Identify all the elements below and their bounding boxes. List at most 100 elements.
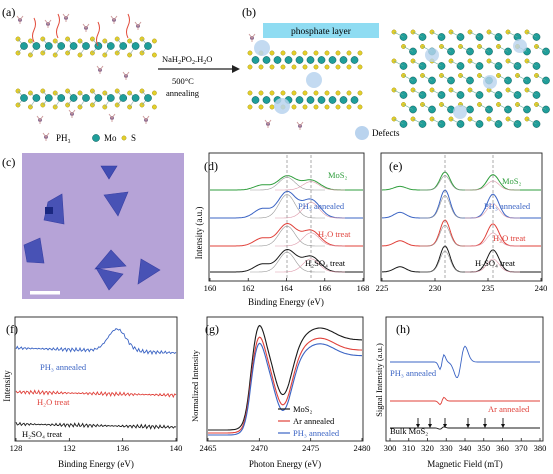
s-atom [357,50,363,56]
epr-trace [390,345,540,379]
xps-p2p-plot [15,328,177,430]
panel-a: (a) NaH2PO2.H2O 500°C annealing PH₃ Mo S [2,5,240,143]
ylabel-h: Signal Intensity (a.u.) [374,343,384,417]
s-atom [247,64,253,70]
ph3-molecule [82,23,90,33]
mos2-lattice-schematic [15,13,157,125]
mo-atom [57,42,66,50]
xticks-h: 300 310 320 330 340 350 360 370 380 [384,438,546,453]
defect-site [274,98,290,114]
s-atom [346,90,352,96]
defects-label: Defects [372,128,400,138]
xlabel-h: Magnetic Field (mT) [427,459,502,469]
panel-h: (h) Signal Intensity (a.u.) 300 310 320 330… [374,316,546,469]
ylabel-g: Normalized Intensity [190,349,200,422]
s-atom [302,104,308,110]
mo-atom [119,42,128,50]
tick-label: 310 [402,443,415,453]
mo-atom [131,42,140,50]
legend-mo: Mo [104,133,117,143]
flake [95,267,124,291]
hyperfine-arrowhead [443,424,447,428]
trace-label-bulk-h: Bulk MoS₂ [390,426,428,436]
ph3-molecule [296,121,304,131]
mo-atom [317,96,326,104]
mo-atom [306,56,315,64]
fit-component [250,194,325,219]
s-atom [247,104,253,110]
ph3-molecule [16,15,24,25]
hyperfine-arrowhead [428,424,432,428]
s-atom [247,50,253,56]
flake [23,237,45,264]
legend-ph3: PH₃ [56,133,71,143]
mo-atom [106,94,115,102]
s-atom [357,90,363,96]
tick-label: 340 [459,443,472,453]
s-atom [269,50,275,56]
mo-atom [131,94,140,102]
s-atom [269,64,275,70]
tick-label: 162 [242,283,255,293]
xlabel-d: Binding Energy (eV) [248,297,324,307]
legend-ph3-g: PH₃ annealed [293,428,340,438]
s-atom [258,64,264,70]
tick-label: 350 [477,443,490,453]
scale-bar [30,291,60,295]
s-atom [27,52,33,58]
ph3-molecule [62,13,70,23]
tick-label: 230 [429,283,442,293]
s-atom [346,104,352,110]
arrow-temperature: 500°C [172,76,194,86]
xps-mo3d-plot [381,155,541,280]
tick-label: 320 [421,443,434,453]
mo-atom [295,56,304,64]
s-legend-icon [121,135,127,141]
xps-trace [15,328,177,356]
mo-atom [144,42,152,50]
trace-label-ph3-f: PH₃ annealed [40,362,87,372]
s-atom [27,104,33,110]
xps-trace [382,245,541,273]
mo-atom [94,42,103,50]
panel-letter-h: (h) [396,322,410,336]
mo-atom [262,56,271,64]
s-atom [335,104,341,110]
panel-letter-a: (a) [2,5,15,19]
xps-trace [15,389,177,399]
hyperfine-arrowhead [501,424,505,428]
mo-atom [20,42,28,50]
annealing-arrow: NaH2PO2.H2O 500°C annealing [158,54,240,98]
hyperfine-arrowhead [416,424,420,428]
flakes [23,165,161,291]
legend-ar-g: Ar annealed [293,416,335,426]
s-atom [335,64,341,70]
flake [94,249,127,270]
tick-label: 2470 [251,443,268,453]
s-atom [324,104,330,110]
legend-a: PH₃ Mo S [42,132,136,143]
fit-component [465,180,520,191]
fit-component [250,177,325,191]
wavy-bond [126,13,130,39]
phosphate-layer-label: phosphate layer [291,27,352,37]
wavy-bond [96,21,100,47]
ph3-molecule [36,115,44,125]
panel-letter-b: (b) [242,5,256,19]
legend-mos2-g: MoS₂ [293,404,313,414]
xanes-plot [208,324,363,436]
ph3-molecule [142,115,150,125]
mo-atom [144,94,152,102]
defect-site [483,75,497,89]
tick-label: 160 [204,283,217,293]
flake [103,191,129,217]
tick-label: 240 [535,283,548,293]
panel-g: (g) Normalized Intensity 2465 2470 2475 248… [190,316,371,469]
tick-label: 140 [170,443,183,453]
flake [100,165,118,180]
fit-component [465,203,520,219]
trace-label-h2so4-e: H₂SO₄ treat [475,258,516,268]
s-atom [302,90,308,96]
trace-label-h2so4-f: H₂SO₄ treat [22,429,63,439]
